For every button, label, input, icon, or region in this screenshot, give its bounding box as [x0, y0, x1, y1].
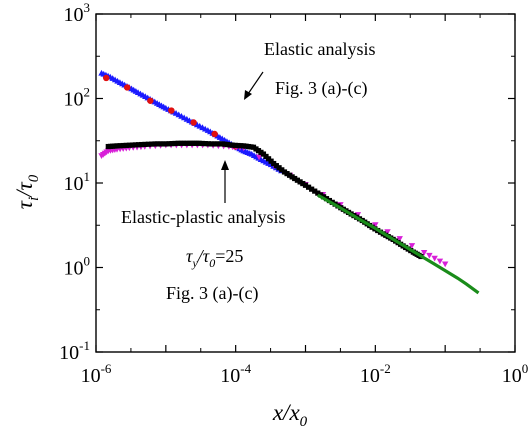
data-point	[279, 167, 285, 173]
data-point	[271, 160, 277, 167]
data-point	[208, 141, 215, 147]
data-point	[147, 97, 154, 104]
data-point	[163, 141, 169, 147]
data-point	[420, 250, 428, 256]
data-point	[152, 141, 158, 147]
data-point	[129, 142, 135, 148]
data-point	[149, 141, 155, 147]
annotation-elastic-fig: Fig. 3 (a)-(c)	[275, 78, 367, 99]
y-tick-label: 101	[64, 169, 91, 195]
series-circle	[103, 74, 239, 150]
data-point	[132, 142, 139, 148]
x-tick-label: 10-4	[220, 361, 251, 387]
data-point	[396, 236, 403, 242]
data-point	[145, 141, 151, 147]
data-point	[166, 141, 172, 147]
data-point	[155, 141, 161, 147]
data-point	[142, 141, 148, 148]
data-point	[214, 141, 220, 147]
data-point	[294, 177, 300, 183]
data-marks	[98, 69, 480, 295]
data-point	[441, 261, 449, 268]
data-point	[126, 142, 132, 148]
annotation-ep-fig: Fig. 3 (a)-(c)	[166, 283, 258, 304]
arrow-elastic-plastic-icon	[221, 160, 229, 203]
data-point	[160, 141, 166, 147]
arrow-elastic-icon	[244, 71, 264, 100]
x-axis-label: x/x0	[272, 400, 308, 430]
data-point	[184, 140, 190, 146]
data-point	[103, 74, 110, 82]
data-point	[211, 141, 217, 147]
data-point	[178, 140, 184, 146]
data-point	[292, 175, 298, 182]
data-point	[190, 119, 197, 126]
data-point	[124, 84, 131, 91]
x-tick-label: 10-2	[360, 361, 391, 387]
data-point	[235, 142, 241, 149]
data-point	[372, 222, 379, 229]
data-point	[238, 143, 244, 149]
data-point	[211, 130, 218, 138]
data-point	[431, 255, 438, 262]
annotation-elastic-title: Elastic analysis	[264, 39, 375, 59]
data-point	[117, 143, 123, 149]
data-point	[172, 140, 178, 147]
data-point	[114, 143, 120, 149]
data-point	[196, 140, 202, 146]
data-point	[123, 142, 129, 148]
data-point	[312, 188, 318, 194]
data-point	[302, 182, 309, 188]
data-point	[297, 179, 303, 185]
data-point	[120, 142, 126, 149]
data-point	[202, 141, 208, 147]
data-point	[426, 252, 433, 259]
data-point	[199, 140, 205, 147]
data-point	[305, 184, 312, 190]
data-point	[273, 163, 279, 169]
y-tick-label: 100	[64, 254, 91, 280]
y-tick-label: 10-1	[59, 338, 90, 364]
data-point	[384, 229, 391, 235]
data-point	[309, 186, 315, 192]
annotation-ep-title: Elastic-plastic analysis	[121, 207, 285, 227]
annotation-ep-ratio: τy/τ0=25	[186, 246, 243, 270]
y-tick-label: 102	[64, 85, 91, 111]
data-point	[181, 140, 187, 146]
y-tick-label: 103	[64, 0, 91, 26]
data-point	[232, 142, 238, 148]
data-point	[300, 180, 306, 187]
data-point	[139, 141, 145, 148]
series-square	[105, 140, 424, 260]
data-point	[436, 258, 444, 265]
data-point	[229, 142, 236, 148]
series-line	[317, 193, 480, 295]
data-point	[168, 107, 175, 114]
data-point	[217, 141, 223, 147]
data-point	[205, 141, 211, 147]
tick-labels: 10-6 10-4 10-2 100 10-1 100 101 102 103	[59, 0, 528, 387]
data-point	[408, 243, 416, 249]
data-point	[175, 140, 181, 146]
data-point	[255, 154, 263, 161]
data-point	[135, 142, 142, 148]
axis-ticks	[95, 13, 516, 353]
data-point	[169, 141, 175, 147]
x-tick-label: 10-6	[81, 361, 112, 387]
series-line	[317, 193, 480, 295]
x-tick-label: 100	[502, 361, 529, 387]
data-point	[315, 190, 321, 196]
data-point	[276, 165, 282, 171]
y-axis-label: τi/τ0	[12, 174, 42, 209]
data-point	[157, 141, 164, 147]
